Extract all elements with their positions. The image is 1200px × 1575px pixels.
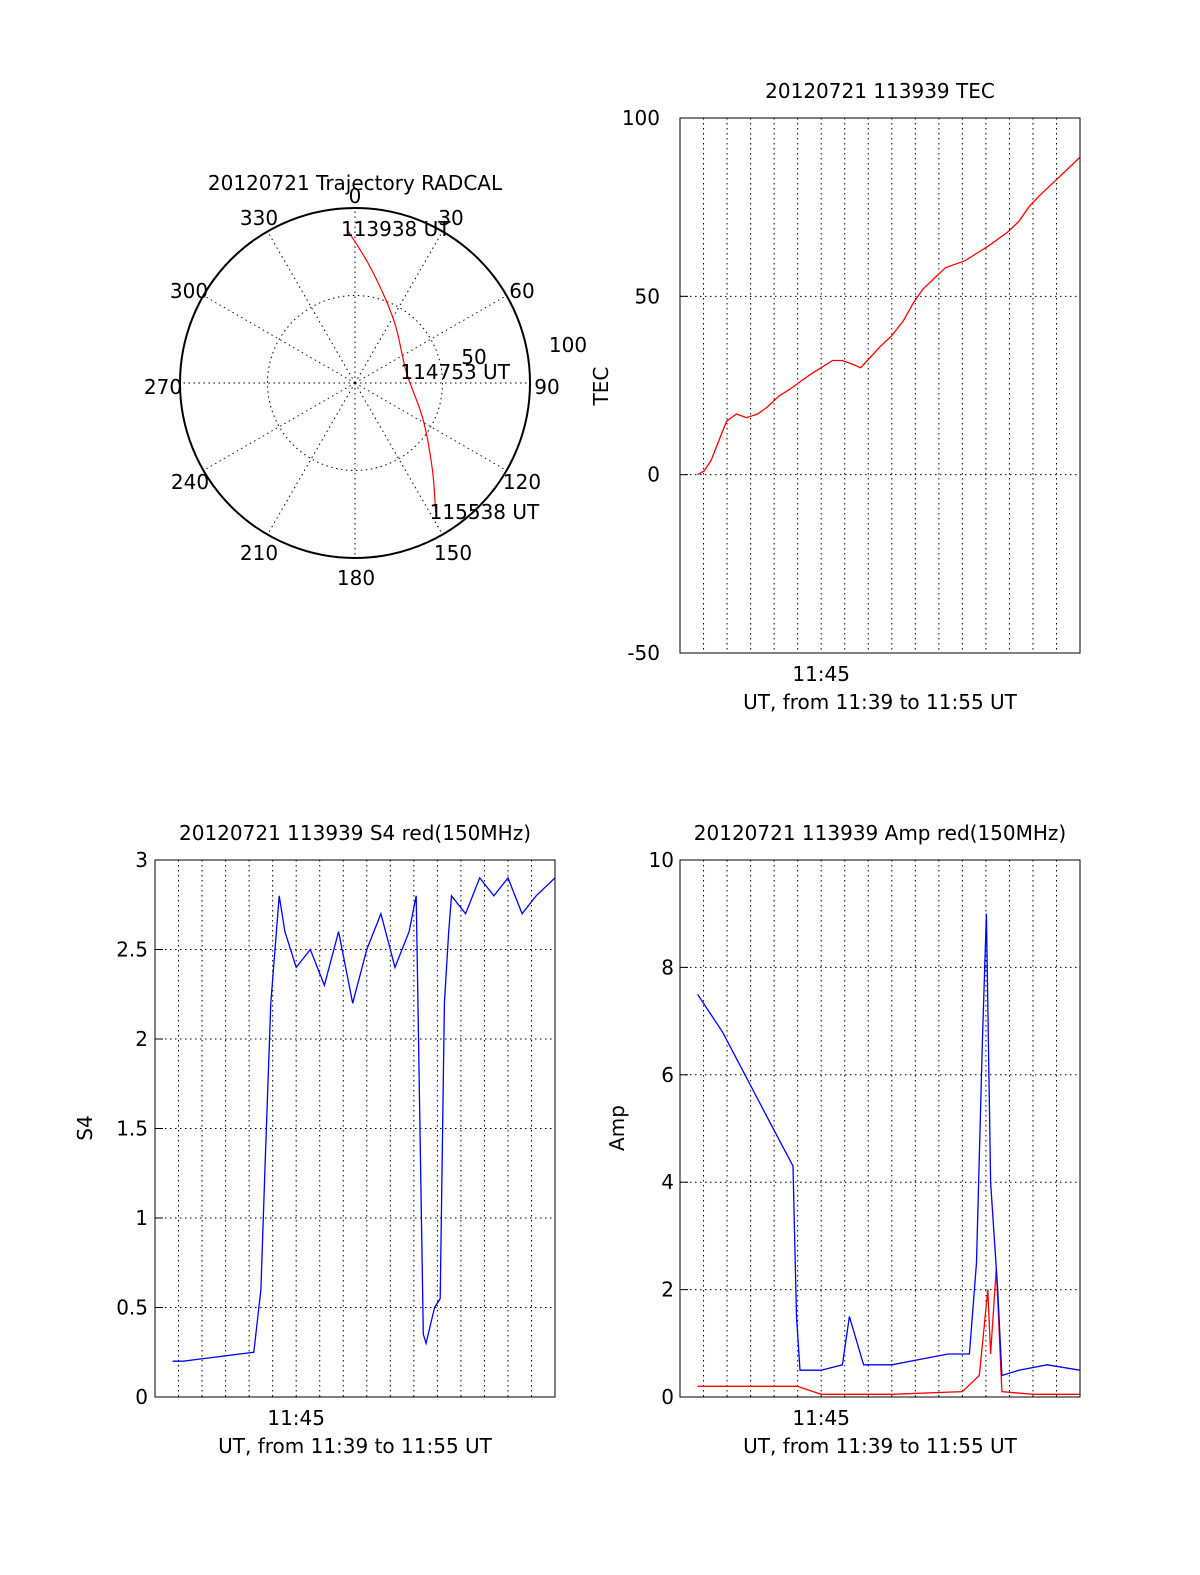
x-axis-label: UT, from 11:39 to 11:55 UT xyxy=(743,1434,1018,1458)
grid-spoke xyxy=(203,295,356,384)
time-annotation: 114753 UT xyxy=(400,360,510,384)
time-annotation: 113938 UT xyxy=(341,217,451,241)
azimuth-label: 90 xyxy=(534,375,559,399)
chart-title: 20120721 113939 S4 red(150MHz) xyxy=(179,821,531,845)
chart-title: 20120721 113939 TEC xyxy=(765,79,995,103)
x-axis-label: UT, from 11:39 to 11:55 UT xyxy=(218,1434,493,1458)
y-tick-label: 4 xyxy=(661,1170,674,1194)
time-annotation: 115538 UT xyxy=(430,500,540,524)
azimuth-label: 210 xyxy=(240,541,278,565)
y-tick-label: 3 xyxy=(135,848,148,872)
y-tick-label: 6 xyxy=(661,1063,674,1087)
azimuth-label: 330 xyxy=(240,206,278,230)
y-tick-label: 2 xyxy=(661,1278,674,1302)
plot-area xyxy=(172,876,555,1362)
plot-area xyxy=(697,913,1080,1395)
y-tick-label: 0 xyxy=(135,1385,148,1409)
y-axis-label: Amp xyxy=(605,1105,629,1151)
chart-title: 20120721 113939 Amp red(150MHz) xyxy=(694,821,1066,845)
y-tick-label: 100 xyxy=(622,106,660,130)
plot-frame xyxy=(679,117,1081,654)
grid-spoke xyxy=(354,382,443,535)
s4-chart: 20120721 113939 S4 red(150MHz) 0 0.5 1 1.5 2 2… xyxy=(73,821,556,1458)
outer-circle xyxy=(179,207,531,559)
azimuth-label: 30 xyxy=(438,206,463,230)
azimuth-label: 240 xyxy=(171,470,209,494)
azimuth-label: 60 xyxy=(509,279,534,303)
azimuth-label: 300 xyxy=(170,279,208,303)
series-line-1 xyxy=(697,913,1080,1377)
azimuth-label: 0 xyxy=(349,184,362,208)
radius-label: 100 xyxy=(549,333,587,357)
grid-circle-50 xyxy=(267,295,443,471)
grid-spoke xyxy=(354,231,443,384)
y-axis-label: S4 xyxy=(73,1115,97,1140)
y-tick-label: 2 xyxy=(135,1027,148,1051)
azimuth-label: 180 xyxy=(337,566,375,590)
y-tick-label: 0.5 xyxy=(116,1296,148,1320)
plot-frame xyxy=(679,859,1081,1398)
y-tick-label: 10 xyxy=(649,848,674,872)
y-tick-label: 50 xyxy=(635,284,660,308)
y-tick-label: 1.5 xyxy=(116,1117,148,1141)
y-axis-label: TEC xyxy=(589,367,613,407)
x-tick-label: 11:45 xyxy=(792,1406,850,1430)
radius-label: 50 xyxy=(461,345,486,369)
azimuth-label: 270 xyxy=(144,375,182,399)
y-tick-label: 8 xyxy=(661,955,674,979)
y-tick-label: 1 xyxy=(135,1206,148,1230)
x-tick-label: 11:45 xyxy=(792,662,850,686)
x-tick-label: 11:45 xyxy=(267,1406,325,1430)
grid-spoke xyxy=(267,382,356,535)
y-tick-label: 0 xyxy=(661,1385,674,1409)
x-axis-label: UT, from 11:39 to 11:55 UT xyxy=(743,690,1018,714)
series-line-0 xyxy=(172,876,555,1362)
y-tick-label: 2.5 xyxy=(116,938,148,962)
azimuth-label: 120 xyxy=(503,470,541,494)
grid-spoke xyxy=(354,295,507,384)
chart-title: 20120721 Trajectory RADCAL xyxy=(208,171,503,195)
series-line-0 xyxy=(697,1268,1080,1395)
y-tick-label: 0 xyxy=(647,463,660,487)
plot-area xyxy=(697,156,1080,476)
trajectory-line xyxy=(346,228,437,513)
grid-spoke xyxy=(203,382,356,471)
series-line-0 xyxy=(697,156,1080,476)
y-tick-label: -50 xyxy=(627,641,660,665)
grid-spoke xyxy=(354,382,507,471)
grid-spoke xyxy=(267,231,356,384)
azimuth-label: 150 xyxy=(434,541,472,565)
amp-chart: 20120721 113939 Amp red(150MHz) 0 2 4 6 8 10 11… xyxy=(605,821,1081,1458)
tec-chart: 20120721 113939 TEC -50 0 50 100 11:45 UT, fro… xyxy=(589,79,1081,714)
plot-frame xyxy=(154,859,556,1398)
